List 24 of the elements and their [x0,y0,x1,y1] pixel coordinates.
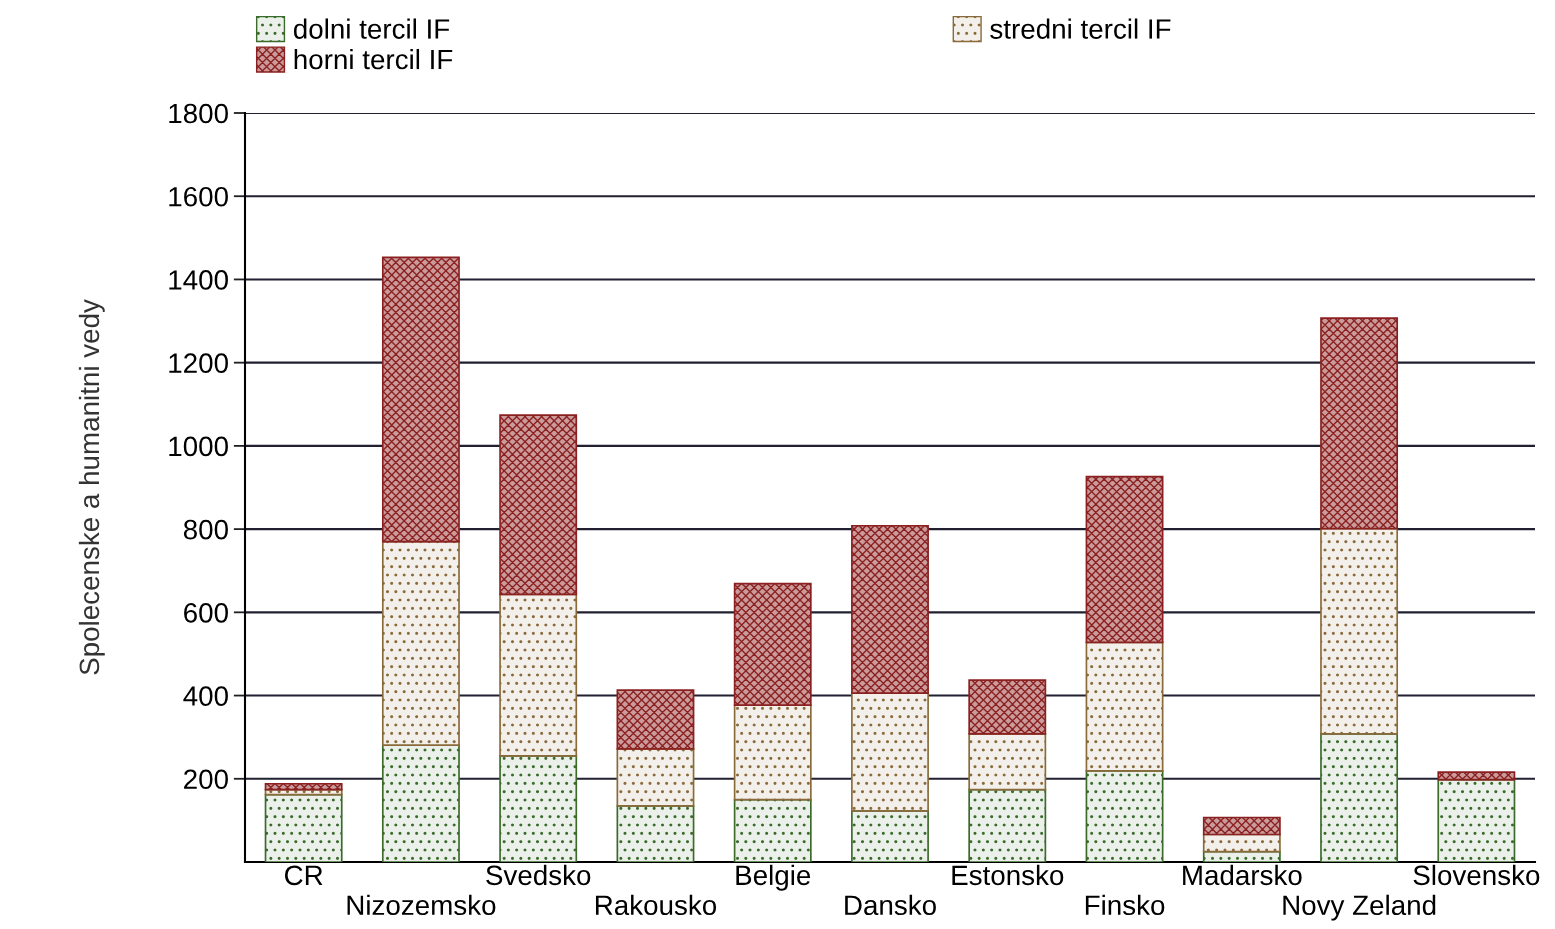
x-tick-label: Nizozemsko [347,894,496,916]
y-tick-label: 400 [183,686,228,706]
legend-label: stredni tercil IF [990,18,1171,39]
x-tick-label: Novy Zeland [1283,894,1436,921]
y-axis-title: Spolecenske a humanitni vedy [78,299,105,675]
x-tick-label: Estonsko [952,864,1064,886]
x-tick-label: Rakousko [595,894,717,916]
x-tick-label: Svedsko [486,864,591,886]
legend-label: horni tercil IF [294,48,453,70]
legend-label: dolni tercil IF [293,18,450,39]
y-tick-label: 1600 [169,186,228,207]
x-tick-label: Slovensko [1413,864,1540,886]
y-tick-label: 1400 [169,270,228,290]
x-tick-label: Dansko [845,894,936,916]
x-tick-label: CR [284,865,323,886]
x-tick-label: Finsko [1085,894,1165,916]
y-tick-label: 800 [183,519,228,540]
y-tick-label: 600 [184,603,228,623]
y-tick-label: 1200 [169,353,228,374]
x-tick-label: Madarsko [1183,864,1302,886]
x-tick-label: Belgie [736,864,811,891]
y-tick-label: 200 [184,769,228,790]
y-tick-label: 1000 [169,436,228,457]
y-tick-label: 1800 [169,103,228,124]
